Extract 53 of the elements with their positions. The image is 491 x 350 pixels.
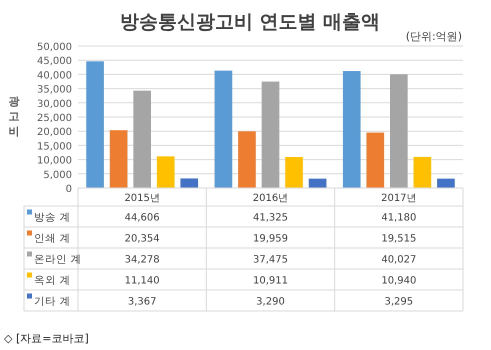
y-tick-label: 45,000 xyxy=(37,56,72,68)
data-label: 3,367 xyxy=(128,296,156,308)
data-label: 19,959 xyxy=(253,234,288,244)
x-tick-label: 2016년 xyxy=(252,193,288,204)
bar xyxy=(214,70,232,188)
data-label: 3,290 xyxy=(256,296,285,308)
y-tick-label: 10,000 xyxy=(37,156,72,167)
bar xyxy=(238,131,256,188)
data-label: 44,606 xyxy=(124,212,160,224)
legend-label: 기타 계 xyxy=(34,296,70,308)
legend-label: 방송 계 xyxy=(34,212,70,224)
y-tick-label: 35,000 xyxy=(37,84,72,96)
y-tick-label: 50,000 xyxy=(37,42,72,53)
bar xyxy=(156,156,175,188)
bar xyxy=(308,178,326,188)
y-axis-title: 광고비 xyxy=(8,95,20,138)
legend-label: 옥외 계 xyxy=(34,274,70,286)
y-tick-label: 40,000 xyxy=(37,70,72,82)
data-label: 41,325 xyxy=(253,212,288,224)
bar xyxy=(342,71,361,188)
bar xyxy=(180,178,198,188)
bar xyxy=(110,130,128,188)
legend-label: 인쇄 계 xyxy=(34,232,70,244)
data-label: 41,180 xyxy=(381,212,416,224)
y-tick-label: 15,000 xyxy=(37,141,72,152)
chart-title: 방송통신광고비 연도별 매출액 xyxy=(120,11,380,33)
x-tick-label: 2015년 xyxy=(124,193,160,204)
data-label: 19,515 xyxy=(381,234,416,244)
bar xyxy=(86,61,104,188)
data-label: 20,354 xyxy=(124,234,160,244)
data-label: 10,940 xyxy=(381,276,416,286)
text: ◇ [자료=코바코] xyxy=(4,332,89,345)
x-tick-label: 2017년 xyxy=(381,193,417,204)
bar xyxy=(133,90,151,188)
bar xyxy=(390,74,408,188)
y-tick-label: 20,000 xyxy=(37,127,72,138)
y-tick-label: 0 xyxy=(66,184,72,195)
bar xyxy=(414,156,432,188)
y-tick-label: 5,000 xyxy=(43,170,72,181)
bar xyxy=(437,178,455,188)
y-tick-label: 25,000 xyxy=(37,113,72,124)
y-tick-label: 30,000 xyxy=(37,98,72,110)
bar xyxy=(366,132,384,188)
chart-subtitle: (단위:억원) xyxy=(406,30,462,43)
data-label: 3,295 xyxy=(384,296,414,308)
data-label: 10,911 xyxy=(253,276,288,286)
data-label: 40,027 xyxy=(381,254,416,266)
data-label: 37,475 xyxy=(253,254,288,266)
legend-label: 온라인 계 xyxy=(34,254,82,266)
data-label: 34,278 xyxy=(124,254,160,266)
bar xyxy=(285,157,303,188)
bar xyxy=(262,82,280,188)
data-label: 11,140 xyxy=(124,276,160,286)
